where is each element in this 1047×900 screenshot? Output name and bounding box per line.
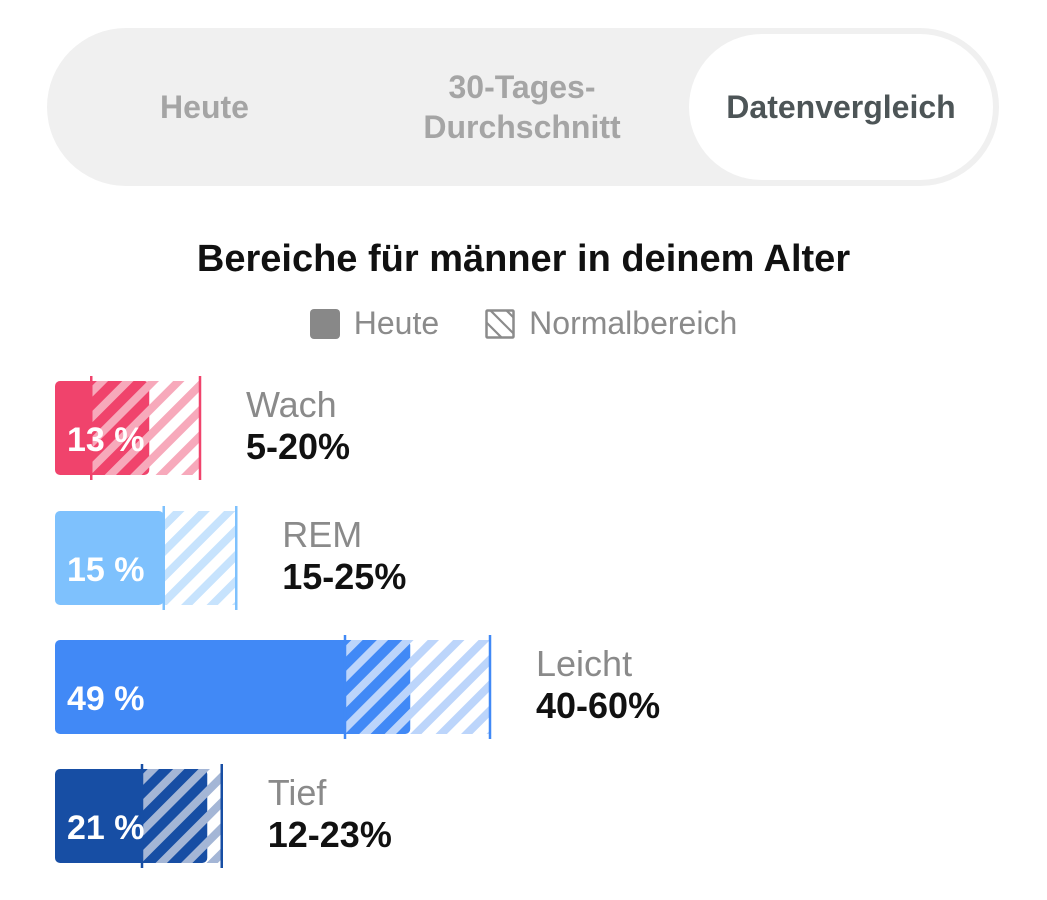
stage-bar-wach — [55, 376, 202, 480]
normal-range-band — [345, 640, 490, 734]
today-value-bar — [55, 640, 411, 734]
stage-value-label: 13 % — [67, 421, 145, 459]
stage-name-label: REM — [282, 514, 363, 555]
period-tab-bar: Heute 30-Tages- Durchschnitt Datenvergle… — [47, 28, 999, 186]
stage-name-label: Tief — [267, 772, 327, 813]
comparison-heading: Bereiche für männer in deinem Alter — [196, 238, 851, 280]
legend: Heute Normalbereich — [0, 305, 1047, 342]
normal-range-band — [142, 769, 222, 863]
stage-bar-tief — [55, 764, 223, 868]
hatch-swatch-icon — [485, 308, 515, 339]
stage-value-label: 49 % — [67, 680, 145, 718]
solid-swatch-icon — [309, 308, 340, 339]
stage-row-leicht: 49 % Leicht 40-60% — [0, 635, 1047, 739]
stage-bar-leicht — [55, 635, 492, 739]
stage-range-label: 5-20% — [246, 426, 351, 467]
normal-range-band — [163, 511, 237, 605]
tab-30-day-average[interactable]: 30-Tages- Durchschnitt — [423, 69, 621, 145]
legend-today-label: Heute — [353, 305, 440, 341]
legend-normal-range-label: Normalbereich — [529, 305, 738, 341]
stage-row-rem: 15 % REM 15-25% — [0, 506, 1047, 610]
stage-row-wach: 13 % Wach 5-20% — [0, 376, 1047, 480]
stage-range-label: 40-60% — [536, 685, 661, 726]
stage-bar-rem — [55, 506, 238, 610]
legend-item-normal-range: Normalbereich — [485, 305, 737, 342]
stage-range-label: 15-25% — [282, 556, 407, 597]
stage-value-label: 21 % — [67, 809, 145, 847]
stage-name-label: Leicht — [536, 643, 633, 684]
legend-item-today: Heute — [309, 305, 440, 342]
tab-today[interactable]: Heute — [160, 89, 249, 125]
stage-range-label: 12-23% — [267, 814, 392, 855]
stage-value-label: 15 % — [67, 551, 145, 589]
normal-range-band — [91, 381, 200, 475]
stage-row-tief: 21 % Tief 12-23% — [0, 764, 1047, 868]
tab-data-comparison[interactable]: Datenvergleich — [689, 34, 993, 180]
today-value-bar — [55, 511, 164, 605]
stage-name-label: Wach — [246, 384, 337, 425]
